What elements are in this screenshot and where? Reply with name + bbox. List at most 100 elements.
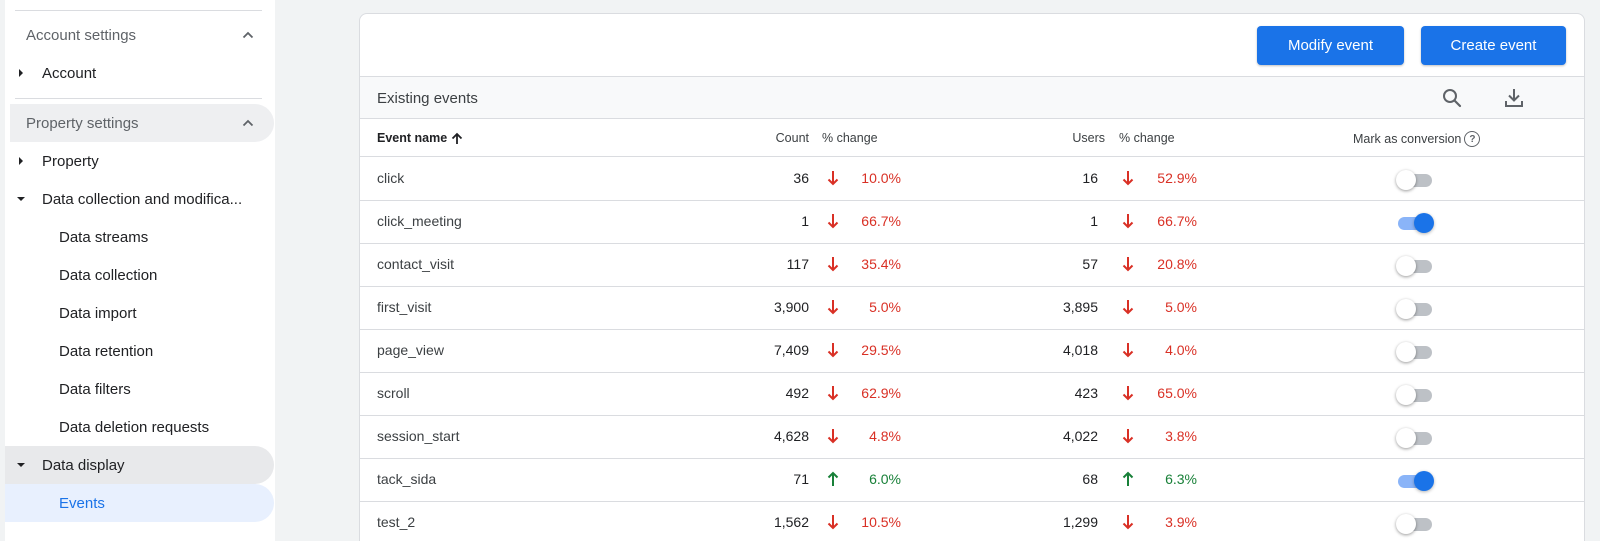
conversion-toggle[interactable] bbox=[1396, 512, 1434, 534]
event-name-cell[interactable]: first_visit bbox=[377, 299, 432, 315]
toggle-thumb bbox=[1396, 256, 1416, 276]
conversion-toggle[interactable] bbox=[1396, 297, 1434, 319]
sidebar-item-data-display[interactable]: Data display bbox=[5, 446, 274, 484]
conversion-toggle[interactable] bbox=[1396, 469, 1434, 491]
search-icon[interactable] bbox=[1440, 86, 1464, 110]
sidebar-item-events[interactable]: Events bbox=[5, 484, 274, 522]
conversion-toggle[interactable] bbox=[1396, 340, 1434, 362]
arrow-up-sort-icon bbox=[452, 132, 463, 144]
table-row[interactable]: scroll 492 62.9% 423 65.0% bbox=[360, 372, 1584, 416]
arrow-up-icon bbox=[1122, 471, 1134, 486]
help-icon[interactable]: ? bbox=[1464, 131, 1481, 147]
table-row[interactable]: page_view 7,409 29.5% 4,018 4.0% bbox=[360, 329, 1584, 373]
account-settings-section[interactable]: Account settings bbox=[10, 16, 274, 54]
chevron-up-icon bbox=[242, 119, 254, 127]
column-header-event-name[interactable]: Event name bbox=[377, 131, 463, 145]
column-header-label: Event name bbox=[377, 131, 448, 145]
toggle-thumb bbox=[1396, 428, 1416, 448]
count-cell: 1,562 bbox=[773, 514, 809, 530]
column-header-label: Mark as conversion bbox=[1353, 132, 1462, 146]
arrow-up-icon bbox=[827, 471, 839, 486]
sidebar-divider bbox=[15, 10, 262, 11]
create-event-button[interactable]: Create event bbox=[1421, 26, 1566, 65]
column-header-count-change[interactable]: % change bbox=[822, 131, 878, 145]
sidebar-item-label: Property bbox=[42, 152, 99, 170]
table-row[interactable]: first_visit 3,900 5.0% 3,895 5.0% bbox=[360, 286, 1584, 330]
event-name-cell[interactable]: click_meeting bbox=[377, 213, 462, 229]
arrow-down-icon bbox=[1122, 300, 1134, 315]
event-name-cell[interactable]: page_view bbox=[377, 342, 444, 358]
arrow-down-icon bbox=[1122, 171, 1134, 186]
sidebar-item-data-collection-modification[interactable]: Data collection and modifica... bbox=[5, 180, 274, 218]
sidebar-item-label: Data display bbox=[42, 456, 125, 474]
table-row[interactable]: session_start 4,628 4.8% 4,022 3.8% bbox=[360, 415, 1584, 459]
sidebar-item-data-collection[interactable]: Data collection bbox=[5, 256, 274, 294]
sidebar-item-data-import[interactable]: Data import bbox=[5, 294, 274, 332]
count-change-cell: 29.5% bbox=[861, 342, 901, 358]
modify-event-button[interactable]: Modify event bbox=[1257, 26, 1404, 65]
table-row[interactable]: test_2 1,562 10.5% 1,299 3.9% bbox=[360, 501, 1584, 541]
toggle-thumb bbox=[1396, 342, 1416, 362]
conversion-toggle[interactable] bbox=[1396, 426, 1434, 448]
event-name-cell[interactable]: session_start bbox=[377, 428, 460, 444]
sidebar-item-label: Events bbox=[59, 494, 105, 512]
sidebar-item-data-streams[interactable]: Data streams bbox=[5, 218, 274, 256]
sidebar-item-data-retention[interactable]: Data retention bbox=[5, 332, 274, 370]
toggle-thumb bbox=[1396, 299, 1416, 319]
users-cell: 4,018 bbox=[1062, 342, 1098, 358]
conversion-toggle[interactable] bbox=[1396, 254, 1434, 276]
sidebar-item-label: Data collection bbox=[59, 266, 158, 284]
users-cell: 16 bbox=[1082, 170, 1098, 186]
users-change-cell: 52.9% bbox=[1157, 170, 1197, 186]
sidebar-item-account[interactable]: Account bbox=[5, 54, 274, 92]
count-cell: 492 bbox=[785, 385, 809, 401]
event-name-cell[interactable]: scroll bbox=[377, 385, 410, 401]
caret-down-icon bbox=[17, 197, 25, 201]
users-change-cell: 3.9% bbox=[1165, 514, 1197, 530]
event-name-cell[interactable]: test_2 bbox=[377, 514, 416, 530]
event-name-cell[interactable]: click bbox=[377, 170, 405, 186]
users-cell: 1 bbox=[1090, 213, 1098, 229]
count-change-cell: 10.0% bbox=[861, 170, 901, 186]
table-toolbar: Existing events bbox=[360, 76, 1584, 119]
arrow-down-icon bbox=[1122, 429, 1134, 444]
table-row[interactable]: click_meeting 1 66.7% 1 66.7% bbox=[360, 200, 1584, 244]
caret-right-icon bbox=[19, 157, 23, 165]
account-settings-label: Account settings bbox=[26, 26, 137, 44]
table-row[interactable]: click 36 10.0% 16 52.9% bbox=[360, 157, 1584, 201]
users-change-cell: 3.8% bbox=[1165, 428, 1197, 444]
toggle-thumb bbox=[1414, 213, 1434, 233]
table-row[interactable]: contact_visit 117 35.4% 57 20.8% bbox=[360, 243, 1584, 287]
users-change-cell: 65.0% bbox=[1157, 385, 1197, 401]
column-header-users[interactable]: Users bbox=[1072, 131, 1105, 145]
arrow-down-icon bbox=[1122, 386, 1134, 401]
conversion-toggle[interactable] bbox=[1396, 211, 1434, 233]
event-name-cell[interactable]: tack_sida bbox=[377, 471, 437, 487]
users-cell: 4,022 bbox=[1062, 428, 1098, 444]
count-change-cell: 10.5% bbox=[861, 514, 901, 530]
count-change-cell: 6.0% bbox=[869, 471, 901, 487]
table-row[interactable]: tack_sida 71 6.0% 68 6.3% bbox=[360, 458, 1584, 502]
sidebar-item-label: Data filters bbox=[59, 380, 131, 398]
sidebar-item-label: Data import bbox=[59, 304, 137, 322]
column-header-users-change[interactable]: % change bbox=[1119, 131, 1175, 145]
count-change-cell: 66.7% bbox=[861, 213, 901, 229]
count-cell: 36 bbox=[793, 170, 809, 186]
sidebar-item-data-deletion-requests[interactable]: Data deletion requests bbox=[5, 408, 274, 446]
caret-right-icon bbox=[19, 69, 23, 77]
conversion-toggle[interactable] bbox=[1396, 168, 1434, 190]
property-settings-section[interactable]: Property settings bbox=[10, 104, 274, 142]
table-header: Event name Count % change Users % change… bbox=[360, 119, 1584, 157]
column-header-count[interactable]: Count bbox=[775, 131, 809, 145]
users-change-cell: 66.7% bbox=[1157, 213, 1197, 229]
arrow-down-icon bbox=[1122, 515, 1134, 530]
count-change-cell: 35.4% bbox=[861, 256, 901, 272]
conversion-toggle[interactable] bbox=[1396, 383, 1434, 405]
sidebar-item-property[interactable]: Property bbox=[5, 142, 274, 180]
download-icon[interactable] bbox=[1502, 86, 1526, 110]
arrow-down-icon bbox=[827, 343, 839, 358]
arrow-down-icon bbox=[827, 515, 839, 530]
sidebar-item-data-filters[interactable]: Data filters bbox=[5, 370, 274, 408]
event-name-cell[interactable]: contact_visit bbox=[377, 256, 455, 272]
count-change-cell: 5.0% bbox=[869, 299, 901, 315]
